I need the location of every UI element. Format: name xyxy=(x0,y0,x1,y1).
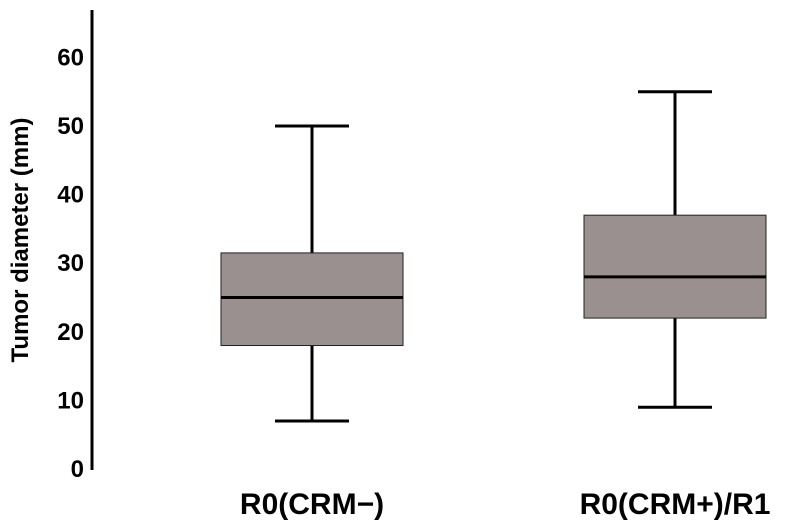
y-axis-title: Tumor diameter (mm) xyxy=(7,118,34,363)
y-tick-label: 10 xyxy=(57,387,84,414)
iqr-box xyxy=(220,252,404,347)
y-tick-label: 0 xyxy=(71,456,84,483)
category-label: R0(CRM−) xyxy=(240,488,384,521)
box-group xyxy=(583,90,767,409)
y-tick-label: 20 xyxy=(57,319,84,346)
y-tick-label: 50 xyxy=(57,113,84,140)
iqr-box xyxy=(583,214,767,319)
category-label: R0(CRM+)/R1 xyxy=(580,488,771,521)
y-tick-labels: 0 10 20 30 40 50 60 xyxy=(57,44,84,483)
boxes xyxy=(220,90,767,423)
category-labels: R0(CRM−) R0(CRM+)/R1 xyxy=(240,488,771,521)
box-group xyxy=(220,124,404,423)
y-tick-label: 60 xyxy=(57,44,84,71)
y-tick-label: 30 xyxy=(57,250,84,277)
y-tick-label: 40 xyxy=(57,182,84,209)
